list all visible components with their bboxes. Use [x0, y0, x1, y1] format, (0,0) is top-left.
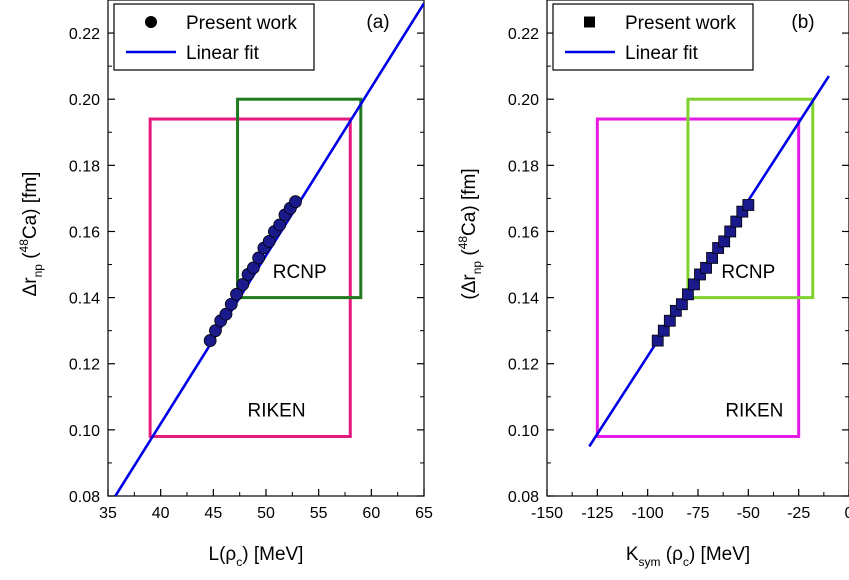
y-tick-label: 0.20 — [69, 92, 100, 109]
x-tick-label: 60 — [362, 505, 380, 522]
data-point — [651, 334, 664, 347]
data-point — [669, 304, 682, 317]
legend-label: Linear fit — [186, 43, 260, 64]
plot-area — [114, 2, 424, 496]
legend-label: Present work — [625, 13, 736, 34]
panel-a: RIKEN RCNP 35 40 45 50 55 60 65 0.08 0.10 0.12 0.14 0… — [17, 0, 433, 569]
x-tick-label: -50 — [737, 505, 760, 522]
legend: Present work Linear fit — [552, 3, 754, 71]
y-tick-label: 0.14 — [508, 291, 539, 308]
data-point — [224, 297, 238, 311]
y-tick-label: 0.10 — [508, 423, 539, 440]
plot-frame — [546, 0, 849, 497]
x-tick-label: -150 — [531, 505, 563, 522]
y-tick-label: 0.14 — [69, 291, 100, 308]
region-label-rcnp: RCNP — [273, 262, 327, 283]
x-tick-label: 40 — [152, 505, 170, 522]
data-point — [742, 199, 755, 211]
data-point — [694, 268, 706, 281]
data-point — [203, 334, 217, 347]
region-box-rcnp — [686, 97, 815, 300]
region-label-riken: RIKEN — [725, 401, 783, 422]
x-tick-label: 50 — [257, 505, 275, 522]
region-label-rcnp: RCNP — [721, 262, 775, 283]
legend: Present work Linear fit — [113, 3, 315, 71]
data-point — [675, 298, 688, 311]
y-tick-label: 0.12 — [69, 357, 100, 374]
region-box-riken — [148, 117, 352, 438]
data-point — [246, 261, 260, 275]
data-point — [730, 215, 743, 228]
y-tick-label: 0.10 — [69, 423, 100, 440]
y-axis-title: (Δrnp (48Ca) [fm] — [456, 168, 484, 299]
y-tick-label: 0.08 — [508, 489, 539, 506]
y-tick-label: 0.12 — [508, 357, 539, 374]
plot-area — [588, 75, 830, 448]
y-axis-title: Δrnp (48Ca) [fm] — [17, 172, 45, 297]
legend-label: Linear fit — [625, 43, 699, 64]
x-tick-label: -25 — [787, 505, 810, 522]
y-tick-label: 0.16 — [69, 224, 100, 241]
y-tick-label: 0.22 — [508, 26, 539, 43]
data-point — [724, 225, 737, 238]
data-point — [289, 195, 302, 209]
x-tick-label: 0 — [845, 505, 849, 522]
data-point — [230, 287, 243, 301]
panel-tag: (a) — [366, 12, 389, 33]
data-point — [209, 324, 222, 338]
y-tick-label: 0.18 — [508, 158, 539, 175]
x-tick-label: -100 — [632, 505, 664, 522]
data-point — [273, 218, 287, 232]
x-tick-label: 65 — [415, 505, 433, 522]
legend-square-swatch — [584, 16, 595, 28]
y-tick-label: 0.16 — [508, 224, 539, 241]
data-point — [663, 314, 676, 327]
panel-tag: (b) — [791, 12, 814, 33]
data-point — [688, 278, 700, 291]
data-point — [252, 251, 266, 265]
y-tick-label: 0.18 — [69, 158, 100, 175]
x-tick-label: 55 — [310, 505, 328, 522]
data-point — [718, 235, 731, 248]
data-point — [682, 288, 694, 301]
region-box-rcnp — [236, 97, 363, 300]
legend-frame — [113, 3, 315, 71]
data-point — [736, 205, 749, 218]
legend-frame — [552, 3, 754, 71]
panel-b: RIKEN RCNP -150 -125 -100 -75 -50 -25 0 0.08 0.10 0… — [456, 0, 849, 569]
y-tick-label: 0.08 — [69, 489, 100, 506]
y-tick-label: 0.22 — [69, 26, 100, 43]
y-tick-label: 0.20 — [508, 92, 539, 109]
data-point — [700, 261, 712, 274]
region-label-riken: RIKEN — [247, 401, 305, 422]
legend-circle-swatch — [145, 16, 157, 28]
x-axis-title: Ksym (ρc) [MeV] — [626, 544, 750, 569]
x-tick-label: -75 — [686, 505, 709, 522]
data-point — [706, 252, 718, 264]
x-tick-label: 45 — [204, 505, 222, 522]
data-point — [657, 324, 670, 337]
legend-label: Present work — [186, 13, 297, 34]
data-point — [236, 277, 250, 291]
x-tick-label: 35 — [99, 505, 117, 522]
x-tick-label: -125 — [581, 505, 613, 522]
data-point — [262, 234, 276, 248]
region-box-riken — [595, 117, 801, 438]
data-point — [219, 307, 233, 321]
x-axis-title: L(ρc) [MeV] — [209, 544, 304, 569]
data-point — [712, 242, 725, 254]
